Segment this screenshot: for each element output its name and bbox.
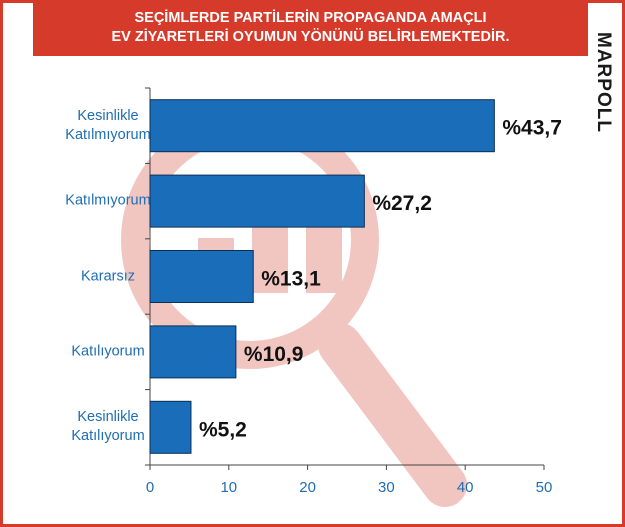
bar-value-label: %13,1 <box>261 268 321 291</box>
chart-title-line-2: EV ZİYARETLERİ OYUMUN YÖNÜNÜ BELİRLEMEKT… <box>111 29 510 45</box>
bar-value-label: %10,9 <box>244 343 304 366</box>
category-label-line: Katılmıyorum <box>65 126 151 143</box>
x-tick-label: 10 <box>220 479 237 496</box>
bar <box>149 400 192 454</box>
x-tick-label: 40 <box>457 479 474 496</box>
category-label-line: Kesinlikle <box>77 409 139 426</box>
bar <box>149 174 365 228</box>
watermark-chart-bar <box>252 225 288 293</box>
x-tick-label: 0 <box>146 479 154 496</box>
category-label: Kesinlikle Katılıyorum <box>38 408 178 446</box>
bar-value-label: %27,2 <box>372 192 432 215</box>
category-label: Kesinlikle Katılmıyorum <box>38 107 178 145</box>
bar <box>149 99 495 153</box>
bar <box>149 325 237 379</box>
brand-logo-text: MARPOLL <box>593 32 614 133</box>
category-label-line: Katılmıyorum <box>65 192 151 209</box>
x-tick-label: 20 <box>299 479 316 496</box>
bar <box>149 250 254 303</box>
category-label-line: Katılıyorum <box>71 428 145 445</box>
category-label-line: Kararsız <box>81 268 135 284</box>
category-label: Kararsız <box>38 267 178 286</box>
category-label: Katılmıyorum <box>38 192 178 211</box>
category-label-line: Katılıyorum <box>71 343 145 360</box>
chart-title-line-1: SEÇİMLERDE PARTİLERİN PROPAGANDA AMAÇLI <box>134 10 487 26</box>
bar-value-label: %5,2 <box>199 418 247 441</box>
x-tick-label: 50 <box>536 479 553 496</box>
bar-value-label: %43,7 <box>502 117 562 140</box>
category-label: Katılıyorum <box>38 342 178 361</box>
watermark-chart-bar <box>306 215 342 293</box>
watermark-magnifier-handle <box>318 323 467 507</box>
title-banner: SEÇİMLERDE PARTİLERİN PROPAGANDA AMAÇLI … <box>33 0 588 56</box>
category-label-line: Kesinlikle <box>77 107 139 124</box>
x-tick-label: 30 <box>378 479 395 496</box>
brand-logo: MARPOLL <box>593 32 614 133</box>
